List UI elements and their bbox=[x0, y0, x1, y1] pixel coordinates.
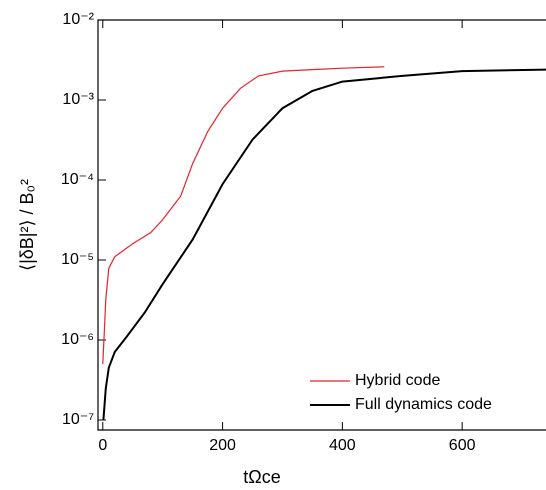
y-tick-label: 10⁻⁵ bbox=[61, 251, 94, 268]
plot-frame bbox=[97, 19, 546, 431]
legend-label: Full dynamics code bbox=[355, 396, 492, 413]
y-tick-label: 10⁻⁴ bbox=[61, 171, 94, 188]
x-tick-label: 0 bbox=[98, 437, 107, 454]
x-tick-label: 200 bbox=[209, 437, 236, 454]
y-tick-label: 10⁻⁷ bbox=[62, 411, 94, 428]
y-tick-label: 10⁻² bbox=[62, 11, 94, 28]
y-tick-label: 10⁻⁶ bbox=[61, 331, 94, 348]
x-tick-label: 600 bbox=[449, 437, 476, 454]
y-tick-label: 10⁻³ bbox=[62, 91, 94, 108]
x-axis-label: tΩce bbox=[243, 467, 280, 487]
x-tick-label: 400 bbox=[329, 437, 356, 454]
series-line bbox=[102, 68, 546, 421]
legend-label: Hybrid code bbox=[355, 372, 440, 389]
series-line bbox=[102, 66, 385, 365]
y-axis-label: ⟨|δB|²⟩ / B₀² bbox=[17, 179, 37, 271]
